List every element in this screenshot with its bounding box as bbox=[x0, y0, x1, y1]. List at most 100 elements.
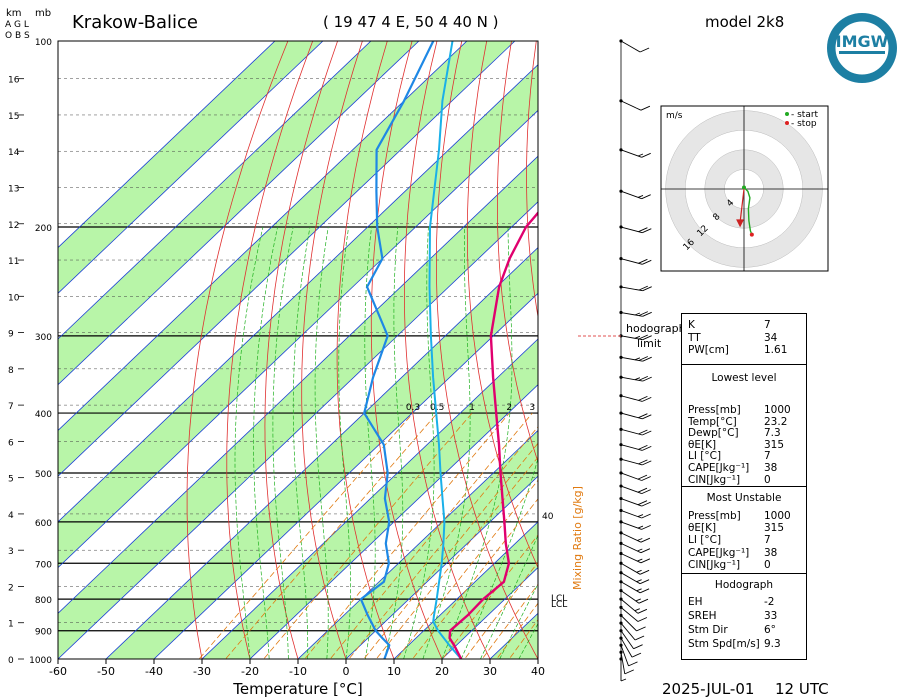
wind-barb-flag bbox=[642, 430, 652, 436]
index-label: CIN[Jkg⁻¹] bbox=[688, 473, 741, 486]
mixing-ratio-line bbox=[225, 412, 438, 659]
wind-barb-staff bbox=[620, 412, 643, 420]
wind-barb-flag bbox=[640, 537, 651, 543]
wind-barb bbox=[619, 225, 652, 234]
wind-barb-flag bbox=[638, 356, 648, 361]
wind-barb-staff bbox=[620, 472, 642, 481]
index-value: 7 bbox=[764, 319, 771, 331]
wind-barb-staff bbox=[620, 615, 637, 632]
index-value: 0 bbox=[764, 558, 771, 571]
index-value: 6° bbox=[764, 624, 776, 636]
wind-barb-flag bbox=[638, 429, 648, 435]
dry-adiabat bbox=[854, 13, 910, 672]
wind-barbs bbox=[619, 39, 652, 682]
index-label: Stm Spd[m/s] bbox=[688, 638, 760, 650]
index-value: 315 bbox=[764, 438, 785, 451]
axes: -60 -50 -40 -30 -20 -10 0 10 20 30 401002003004005… bbox=[8, 38, 545, 678]
dry-adiabat bbox=[336, 41, 395, 659]
mixing-ratio-line bbox=[481, 583, 538, 659]
isotherm-line bbox=[58, 41, 324, 294]
isotherm-line bbox=[58, 41, 420, 386]
moist-adiabat bbox=[499, 583, 538, 659]
wind-barb-flag bbox=[642, 396, 652, 402]
isotherm-line bbox=[58, 41, 516, 477]
agl-label: A G L bbox=[5, 20, 29, 30]
wind-barb-half bbox=[635, 598, 641, 602]
mixing-ratio-label: 4 bbox=[546, 403, 552, 413]
height-tick-label: 14 bbox=[8, 148, 20, 158]
index-value: 23.2 bbox=[764, 415, 788, 428]
wind-barb-dot bbox=[619, 225, 623, 229]
index-value: 38 bbox=[764, 546, 778, 559]
dry-adiabat bbox=[264, 41, 339, 659]
wind-barb-staff bbox=[620, 485, 642, 495]
run-time: 12 UTC bbox=[775, 680, 829, 698]
x-tick-label: -10 bbox=[289, 665, 307, 678]
wind-barb-flag bbox=[624, 669, 634, 675]
index-value: 1000 bbox=[764, 510, 791, 522]
hodograph-stop-point bbox=[749, 232, 754, 237]
wind-barb-staff bbox=[620, 652, 626, 674]
wind-barb-half bbox=[637, 153, 644, 157]
index-label: SREH bbox=[688, 610, 717, 622]
index-value: 7.3 bbox=[764, 427, 781, 440]
hodograph-limit-label-1: hodograph bbox=[626, 322, 686, 335]
dry-adiabat bbox=[404, 41, 491, 659]
index-label: EH bbox=[688, 596, 703, 608]
mixing-ratio-line bbox=[263, 412, 473, 659]
index-value: 315 bbox=[764, 522, 785, 535]
mixing-ratio-label: 25 bbox=[663, 403, 674, 413]
wind-barb-flag bbox=[640, 548, 651, 554]
height-tick-label: 15 bbox=[8, 112, 19, 122]
wind-barb bbox=[619, 285, 652, 292]
moist-adiabat bbox=[338, 226, 351, 659]
mixing-ratio-line bbox=[329, 412, 533, 659]
height-tick-label: 13 bbox=[8, 184, 19, 194]
x-tick-label: 30 bbox=[483, 665, 497, 678]
wind-barb-half bbox=[636, 588, 642, 592]
wind-barb bbox=[619, 148, 651, 158]
hodograph-legend-stop: - stop bbox=[791, 119, 817, 129]
index-value: 34 bbox=[764, 331, 778, 344]
wind-barb-half bbox=[637, 558, 643, 562]
wind-barb-flag bbox=[639, 588, 650, 594]
wind-barb-staff bbox=[620, 100, 642, 111]
wind-barb-flag bbox=[641, 476, 651, 481]
mixing-ratio-line bbox=[411, 498, 538, 659]
wind-barb bbox=[619, 551, 651, 564]
wind-barb-flag bbox=[634, 635, 645, 641]
km-label: km bbox=[6, 8, 22, 19]
hodograph-legend-start-dot bbox=[785, 112, 789, 116]
wind-barb-flag bbox=[642, 414, 652, 420]
index-value: -2 bbox=[764, 596, 775, 608]
wind-barb-flag bbox=[637, 500, 648, 506]
pressure-tick-label: 300 bbox=[35, 333, 52, 343]
dry-adiabat bbox=[830, 13, 910, 672]
index-value: 1.61 bbox=[764, 344, 788, 356]
index-label: θE[K] bbox=[688, 438, 717, 451]
wind-barb-flag bbox=[640, 105, 651, 111]
wind-barb bbox=[619, 39, 650, 53]
wind-barb-flag bbox=[639, 569, 650, 575]
wind-barb-staff bbox=[620, 553, 642, 564]
index-value: 1000 bbox=[764, 404, 791, 416]
mixing-ratio-label: 0.5 bbox=[430, 403, 444, 413]
wind-barb-staff bbox=[620, 637, 633, 658]
x-tick-label: -20 bbox=[241, 665, 259, 678]
mixing-ratio-label: 2 bbox=[506, 403, 512, 413]
isotherm-line bbox=[58, 64, 538, 523]
height-tick-label: 10 bbox=[8, 293, 20, 303]
index-value: 33 bbox=[764, 610, 778, 622]
wind-barb-flag bbox=[641, 513, 651, 519]
wind-barb-half bbox=[634, 357, 641, 361]
storm-motion-arrowhead bbox=[736, 219, 745, 228]
mixing-ratio-label: 0.3 bbox=[406, 403, 420, 413]
wind-barb bbox=[619, 636, 642, 658]
grid-lines bbox=[58, 13, 910, 672]
moist-adiabat bbox=[422, 226, 471, 659]
isotherm-line bbox=[105, 247, 538, 659]
wind-barb-flag bbox=[642, 259, 652, 265]
wind-barb-flag bbox=[636, 626, 646, 632]
wind-barb-flag bbox=[638, 375, 648, 381]
